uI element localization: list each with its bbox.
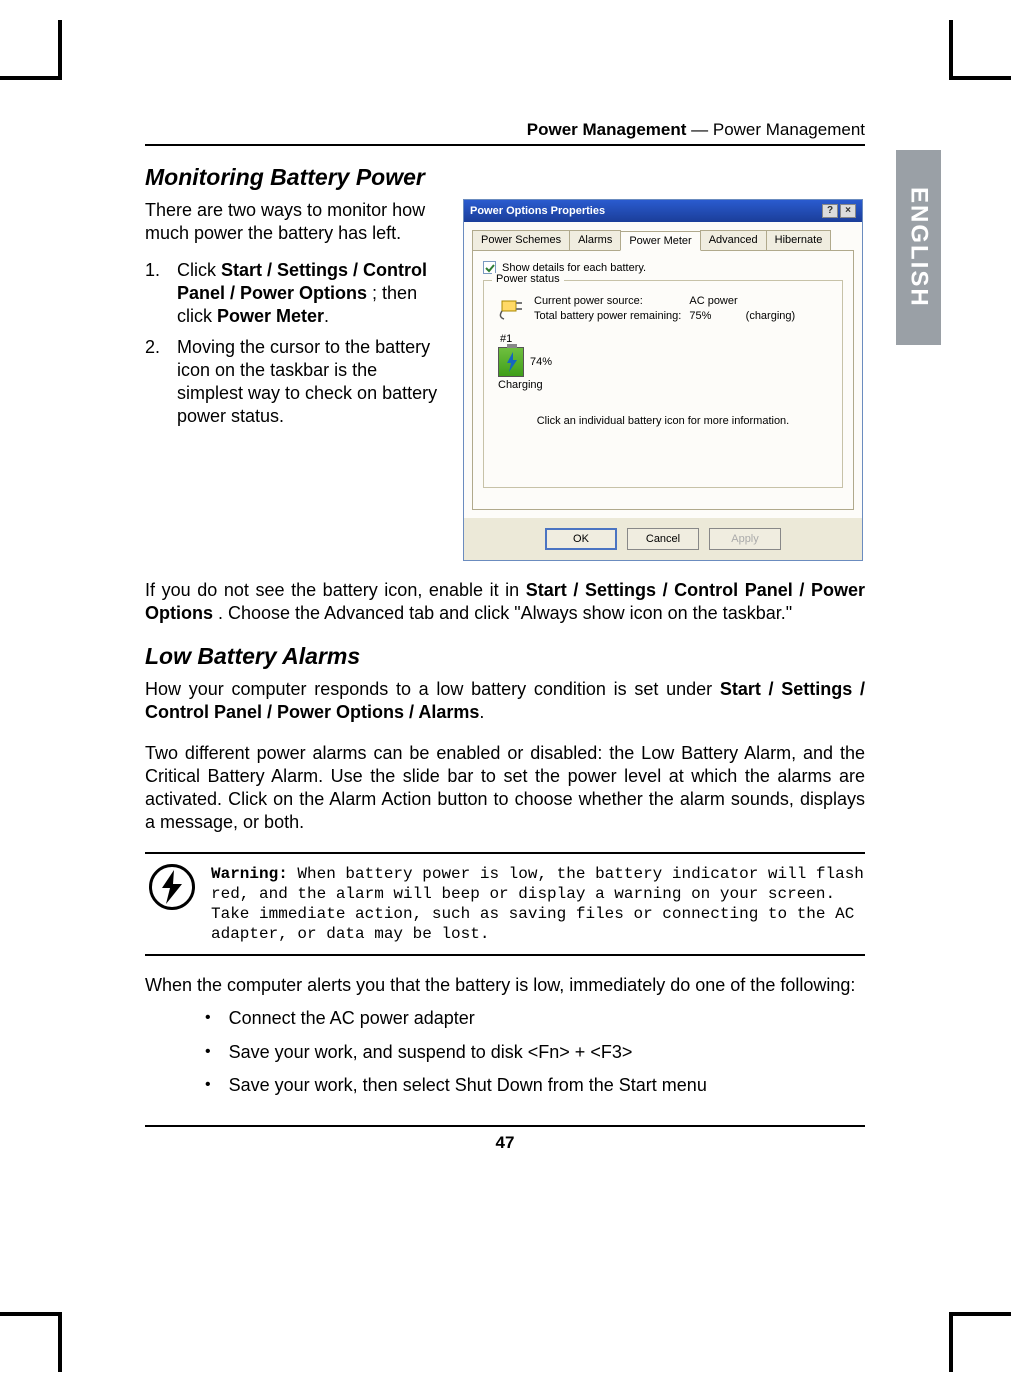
dialog-title: Power Options Properties [470, 205, 605, 217]
tab-alarms[interactable]: Alarms [569, 230, 621, 250]
tab-power-meter[interactable]: Power Meter [620, 231, 700, 251]
dialog-hint: Click an individual battery icon for mor… [494, 415, 832, 427]
bullet-item: • Save your work, then select Shut Down … [205, 1074, 865, 1097]
crop-mark [949, 76, 1011, 80]
help-button[interactable]: ? [822, 204, 838, 218]
paragraph: Two different power alarms can be enable… [145, 742, 865, 834]
footer-rule [145, 1125, 865, 1127]
checkbox-label: Show details for each battery. [502, 262, 646, 274]
crop-mark [58, 1312, 62, 1372]
power-status-fieldset: Power status Current power source: AC po… [483, 280, 843, 488]
bolt-icon [505, 352, 519, 372]
paragraph: How your computer responds to a low batt… [145, 678, 865, 724]
tab-advanced[interactable]: Advanced [700, 230, 767, 250]
close-button[interactable]: × [840, 204, 856, 218]
bullet-dot: • [205, 1074, 211, 1097]
crop-mark [949, 20, 953, 80]
list-bold: Power Meter [217, 306, 324, 326]
warning-text: Warning: When battery power is low, the … [211, 864, 865, 944]
page-header: Power Management — Power Management [145, 120, 865, 146]
para-text: . [479, 702, 484, 722]
bullet-dot: • [205, 1041, 211, 1064]
crop-mark [0, 1312, 62, 1316]
heading-monitoring: Monitoring Battery Power [145, 164, 865, 191]
crop-mark [58, 20, 62, 80]
para-text: . Choose the Advanced tab and click "Alw… [213, 603, 792, 623]
power-options-dialog: Power Options Properties ? × Power Schem… [463, 199, 863, 561]
bullet-text: Save your work, and suspend to disk <Fn>… [229, 1041, 633, 1064]
paragraph: If you do not see the battery icon, enab… [145, 579, 865, 625]
crop-mark [949, 1312, 1011, 1316]
lightning-icon [149, 864, 195, 910]
battery-icon[interactable] [498, 347, 524, 377]
dialog-titlebar: Power Options Properties ? × [464, 200, 862, 222]
para-text: If you do not see the battery icon, enab… [145, 580, 526, 600]
plug-icon [498, 295, 526, 323]
status-extra: (charging) [746, 310, 796, 323]
page-number: 47 [145, 1133, 865, 1153]
para-text: How your computer responds to a low batt… [145, 679, 720, 699]
bullet-item: • Save your work, and suspend to disk <F… [205, 1041, 865, 1064]
fieldset-legend: Power status [492, 273, 564, 285]
ok-button[interactable]: OK [545, 528, 617, 550]
list-text: Moving the cursor to the battery icon on… [177, 336, 445, 428]
bullet-item: • Connect the AC power adapter [205, 1007, 865, 1030]
warning-label: Warning: [211, 865, 288, 883]
list-number: 2. [145, 336, 167, 428]
apply-button[interactable]: Apply [709, 528, 781, 550]
bullet-text: Save your work, then select Shut Down fr… [229, 1074, 707, 1097]
bullet-text: Connect the AC power adapter [229, 1007, 475, 1030]
warning-body: When battery power is low, the battery i… [211, 865, 864, 943]
header-rest: Power Management [713, 120, 865, 139]
list-text: Click [177, 260, 221, 280]
bullet-dot: • [205, 1007, 211, 1030]
side-tab-english: ENGLISH [896, 150, 941, 345]
battery-percent: 74% [530, 356, 552, 368]
paragraph: When the computer alerts you that the ba… [145, 974, 865, 997]
list-text: . [324, 306, 329, 326]
status-label: Total battery power remaining: [534, 310, 681, 323]
list-item: 2. Moving the cursor to the battery icon… [145, 336, 445, 428]
battery-state: Charging [498, 379, 832, 391]
tab-hibernate[interactable]: Hibernate [766, 230, 832, 250]
heading-low-battery: Low Battery Alarms [145, 643, 865, 670]
list-item: 1. Click Start / Settings / Control Pane… [145, 259, 445, 328]
intro-paragraph: There are two ways to monitor how much p… [145, 199, 445, 245]
crop-mark [949, 1312, 953, 1372]
status-value: AC power [689, 295, 737, 308]
warning-box: Warning: When battery power is low, the … [145, 852, 865, 956]
status-value: 75% [689, 310, 737, 323]
status-label: Current power source: [534, 295, 681, 308]
header-sep: — [686, 120, 712, 139]
check-icon [485, 263, 495, 273]
dialog-tabs: Power Schemes Alarms Power Meter Advance… [472, 230, 854, 250]
cancel-button[interactable]: Cancel [627, 528, 699, 550]
list-number: 1. [145, 259, 167, 328]
battery-number: #1 [500, 333, 832, 345]
crop-mark [0, 76, 62, 80]
tab-power-schemes[interactable]: Power Schemes [472, 230, 570, 250]
header-bold: Power Management [527, 120, 687, 139]
